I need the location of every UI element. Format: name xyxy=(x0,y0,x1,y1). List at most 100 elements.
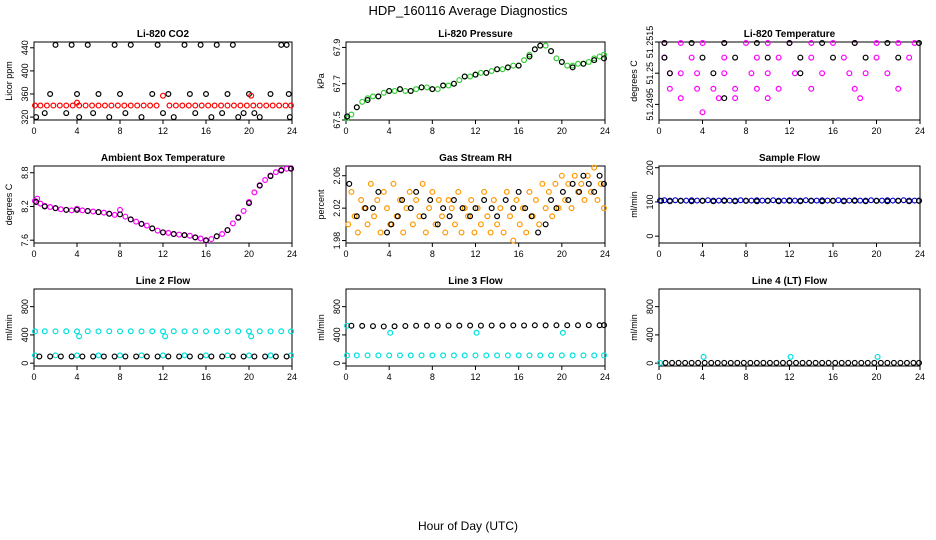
data-point xyxy=(797,70,804,77)
data-point xyxy=(568,205,575,212)
x-tick-label: 12 xyxy=(784,372,794,382)
y-tick-label: 200 xyxy=(645,160,655,175)
series-orange xyxy=(345,164,607,244)
data-point xyxy=(884,39,891,46)
data-point xyxy=(461,205,468,212)
data-point xyxy=(704,197,711,204)
x-tick-label: 4 xyxy=(387,126,392,136)
data-point xyxy=(288,165,295,172)
data-point xyxy=(526,352,533,359)
data-point xyxy=(694,85,701,92)
data-point xyxy=(474,205,481,212)
panel-title: Li-820 CO2 xyxy=(137,29,190,40)
data-point xyxy=(666,70,673,77)
data-point xyxy=(203,352,210,359)
data-point xyxy=(764,95,771,102)
data-point xyxy=(873,39,880,46)
plot-frame xyxy=(33,165,293,244)
data-point xyxy=(910,359,917,366)
data-point xyxy=(153,102,160,109)
data-point xyxy=(502,197,509,204)
data-point xyxy=(753,54,760,61)
data-point xyxy=(721,359,728,366)
data-point xyxy=(585,322,592,329)
data-point xyxy=(57,206,64,213)
x-tick-label: 20 xyxy=(244,126,254,136)
y-axis-label: degrees C xyxy=(629,60,639,102)
data-point xyxy=(160,352,167,359)
data-point xyxy=(585,58,592,65)
data-point xyxy=(585,180,592,187)
data-point xyxy=(851,197,858,204)
data-point xyxy=(176,353,183,360)
data-point xyxy=(494,221,501,228)
data-point xyxy=(73,328,80,335)
data-point xyxy=(359,322,366,329)
x-tick-label: 20 xyxy=(557,372,567,382)
data-point xyxy=(748,70,755,77)
data-point xyxy=(413,86,420,93)
data-point xyxy=(47,353,54,360)
data-point xyxy=(535,229,542,236)
data-point xyxy=(73,206,80,213)
data-point xyxy=(824,197,831,204)
data-point xyxy=(170,114,177,121)
data-point xyxy=(497,205,504,212)
y-tick-label: 67.9 xyxy=(332,39,342,57)
data-point xyxy=(488,68,495,75)
y-tick-label: 400 xyxy=(20,327,30,342)
data-point xyxy=(596,172,603,179)
data-point xyxy=(734,359,741,366)
data-point xyxy=(504,352,511,359)
data-point xyxy=(50,102,57,109)
data-point xyxy=(862,54,869,61)
data-point xyxy=(764,197,771,204)
x-tick-label: 16 xyxy=(201,126,211,136)
data-point xyxy=(726,197,733,204)
data-point xyxy=(871,359,878,366)
x-tick-label: 24 xyxy=(600,372,610,382)
data-point xyxy=(450,352,457,359)
data-point xyxy=(251,353,258,360)
data-point xyxy=(402,322,409,329)
x-tick-label: 12 xyxy=(158,372,168,382)
data-point xyxy=(353,213,360,220)
data-point xyxy=(857,95,864,102)
data-point xyxy=(558,172,565,179)
data-point xyxy=(708,359,715,366)
data-point xyxy=(407,205,414,212)
y-tick-label: 8.2 xyxy=(20,200,30,213)
data-point xyxy=(122,353,129,360)
data-point xyxy=(677,39,684,46)
data-point xyxy=(467,213,474,220)
data-point xyxy=(448,205,455,212)
data-point xyxy=(594,197,601,204)
data-point xyxy=(775,85,782,92)
data-point xyxy=(235,328,242,335)
data-point xyxy=(773,359,780,366)
data-point xyxy=(600,51,607,58)
data-point xyxy=(69,102,76,109)
x-tick-label: 0 xyxy=(343,372,348,382)
data-point xyxy=(89,102,96,109)
data-point xyxy=(562,197,569,204)
data-point xyxy=(143,222,150,229)
data-point xyxy=(278,41,285,48)
x-tick-label: 12 xyxy=(784,126,794,136)
data-point xyxy=(111,41,118,48)
data-point xyxy=(391,323,398,330)
series-black xyxy=(346,172,607,236)
data-point xyxy=(858,359,865,366)
data-point xyxy=(851,39,858,46)
data-point xyxy=(862,70,869,77)
data-point xyxy=(742,39,749,46)
data-point xyxy=(407,352,414,359)
data-point xyxy=(203,237,210,244)
x-tick-label: 8 xyxy=(743,372,748,382)
data-point xyxy=(808,85,815,92)
data-point xyxy=(456,77,463,84)
data-point xyxy=(122,110,129,117)
data-point xyxy=(76,333,83,340)
data-point xyxy=(764,70,771,77)
